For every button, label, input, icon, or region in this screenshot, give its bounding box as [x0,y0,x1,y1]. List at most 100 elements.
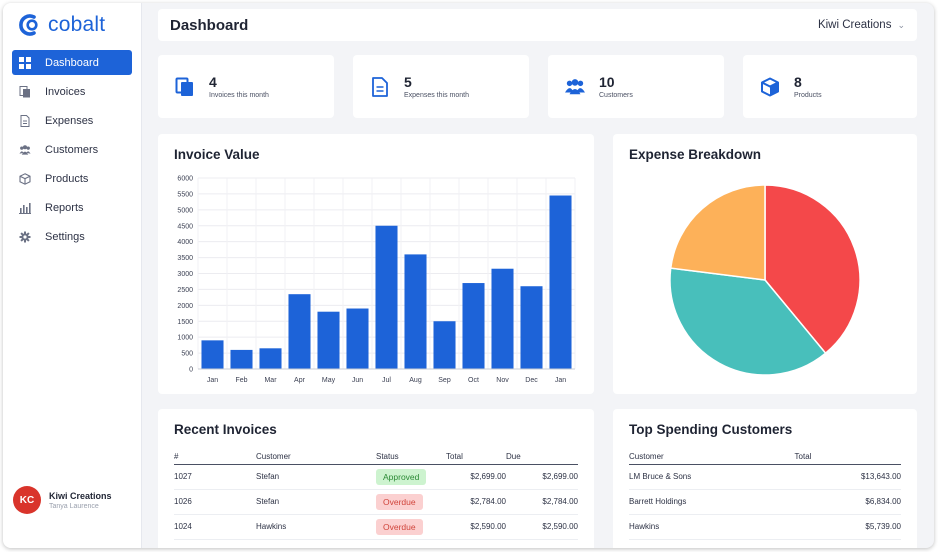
invoice-customer: Stefan [256,489,376,515]
avatar: KC [13,486,41,514]
sidebar-item-invoices[interactable]: Invoices [12,79,132,104]
invoice-number: 1024 [174,514,256,540]
table-row[interactable]: LM Bruce & Sons $13,643.00 [629,464,901,490]
sidebar-item-label: Dashboard [45,56,99,69]
document-icon [370,76,390,97]
user-subtitle: Tanya Laurence [49,502,99,510]
y-tick-label: 3500 [177,255,193,262]
sidebar-item-label: Expenses [45,114,94,127]
sidebar-nav: Dashboard Invoices Expenses Customers [3,50,141,249]
company-name: Kiwi Creations [817,19,892,31]
company-switcher[interactable]: Kiwi Creations ⌄ [818,19,905,31]
status-badge: Overdue [376,518,423,535]
invoice-number: 1027 [174,464,256,490]
x-tick-label: Jun [352,377,363,384]
stat-label: Expenses this month [404,92,469,99]
pie-slice-1 [764,184,861,355]
sidebar-item-label: Reports [45,201,84,214]
customer-name: Hawkins [629,514,795,540]
bar-jan [549,195,572,369]
y-tick-label: 4000 [177,239,193,246]
sidebar-item-dashboard[interactable]: Dashboard [12,50,132,75]
customer-total: $6,834.00 [794,489,901,515]
invoices-icon [19,85,31,98]
pie-slice-3 [669,184,766,281]
table-row[interactable]: Barrett Holdings $6,834.00 [629,489,901,515]
top-customers-title: Top Spending Customers [629,422,793,437]
table-row[interactable]: 1024 Hawkins Overdue $2,590.00 $2,590.00 [174,514,578,540]
table-row[interactable]: 1026 Stefan Overdue $2,784.00 $2,784.00 [174,489,578,515]
sidebar-item-expenses[interactable]: Expenses [12,108,132,133]
x-tick-label: Nov [496,377,509,384]
reports-chart-icon [19,202,31,214]
table-row[interactable]: 1027 Stefan Approved $2,699.00 $2,699.00 [174,464,578,490]
table-row[interactable]: Hawkins $5,739.00 [629,514,901,540]
bar-apr [288,294,311,369]
column-header: Status [376,450,446,465]
invoice-total: $2,699.00 [446,464,506,490]
column-header: Total [794,450,901,465]
y-tick-label: 4500 [177,223,193,230]
x-tick-label: Dec [525,377,538,384]
x-tick-label: Jan [555,377,566,384]
y-tick-label: 5500 [177,191,193,198]
dashboard-grid-icon [19,56,31,69]
stat-label: Customers [599,92,633,99]
user-profile[interactable]: KC Kiwi Creations Tanya Laurence [13,486,112,514]
column-header: Total [446,450,506,465]
expense-chart-title: Expense Breakdown [629,147,762,162]
invoice-number: 1026 [174,489,256,515]
sidebar-item-reports[interactable]: Reports [12,195,132,220]
main-content: Dashboard Kiwi Creations ⌄ 4 Invoices th… [142,3,934,548]
chevron-down-icon: ⌄ [897,19,905,30]
products-icon [19,172,31,185]
invoice-total: $2,784.00 [446,489,506,515]
stat-card-invoices[interactable]: 4 Invoices this month [158,55,334,118]
invoice-customer: Stefan [256,464,376,490]
recent-invoices-panel: Recent Invoices # Customer Status Total … [158,409,594,548]
x-tick-label: Apr [294,377,306,384]
x-tick-label: Mar [264,377,277,384]
x-tick-label: Feb [235,377,247,384]
app-window: cobalt Dashboard Invoices Expenses [3,3,934,548]
stat-card-expenses[interactable]: 5 Expenses this month [353,55,529,118]
bar-may [317,311,340,369]
table-header-row: Customer Total [629,450,901,465]
y-tick-label: 500 [181,351,193,358]
box-icon [760,77,780,97]
bar-jul [375,225,398,369]
x-tick-label: May [322,377,336,384]
x-tick-label: Jul [382,377,391,384]
sidebar-item-label: Invoices [45,85,86,98]
sidebar-item-customers[interactable]: Customers [12,137,132,162]
sidebar-item-settings[interactable]: Settings [12,224,132,249]
pie-slice-2 [669,267,827,376]
user-info: Kiwi Creations Tanya Laurence [49,491,112,510]
sidebar-item-products[interactable]: Products [12,166,132,191]
recent-invoices-table: # Customer Status Total Due 1027 Stefan … [174,450,578,540]
customer-name: LM Bruce & Sons [629,464,795,490]
stat-card-customers[interactable]: 10 Customers [548,55,724,118]
column-header: # [174,450,256,465]
page-title: Dashboard [170,16,249,34]
bar-jun [346,308,369,369]
stat-card-products[interactable]: 8 Products [743,55,917,118]
customer-name: Barrett Holdings [629,489,795,515]
logo[interactable]: cobalt [3,3,141,47]
invoice-due: $2,784.00 [506,489,578,515]
gear-icon [19,231,31,243]
y-tick-label: 3000 [177,271,193,278]
bar-feb [230,349,253,369]
recent-invoices-title: Recent Invoices [174,422,277,437]
column-header: Customer [629,450,795,465]
invoice-due: $2,590.00 [506,514,578,540]
y-tick-label: 6000 [177,176,193,183]
status-badge: Overdue [376,493,423,510]
users-icon [565,77,585,97]
invoice-value-panel: Invoice Value 0 500 1000 1500 2000 2500 3000 35… [158,134,594,394]
invoice-customer: Hawkins [256,514,376,540]
sidebar: cobalt Dashboard Invoices Expenses [3,3,142,548]
x-tick-label: Aug [409,377,422,384]
logo-text: cobalt [48,13,106,36]
bar-nov [491,268,514,369]
